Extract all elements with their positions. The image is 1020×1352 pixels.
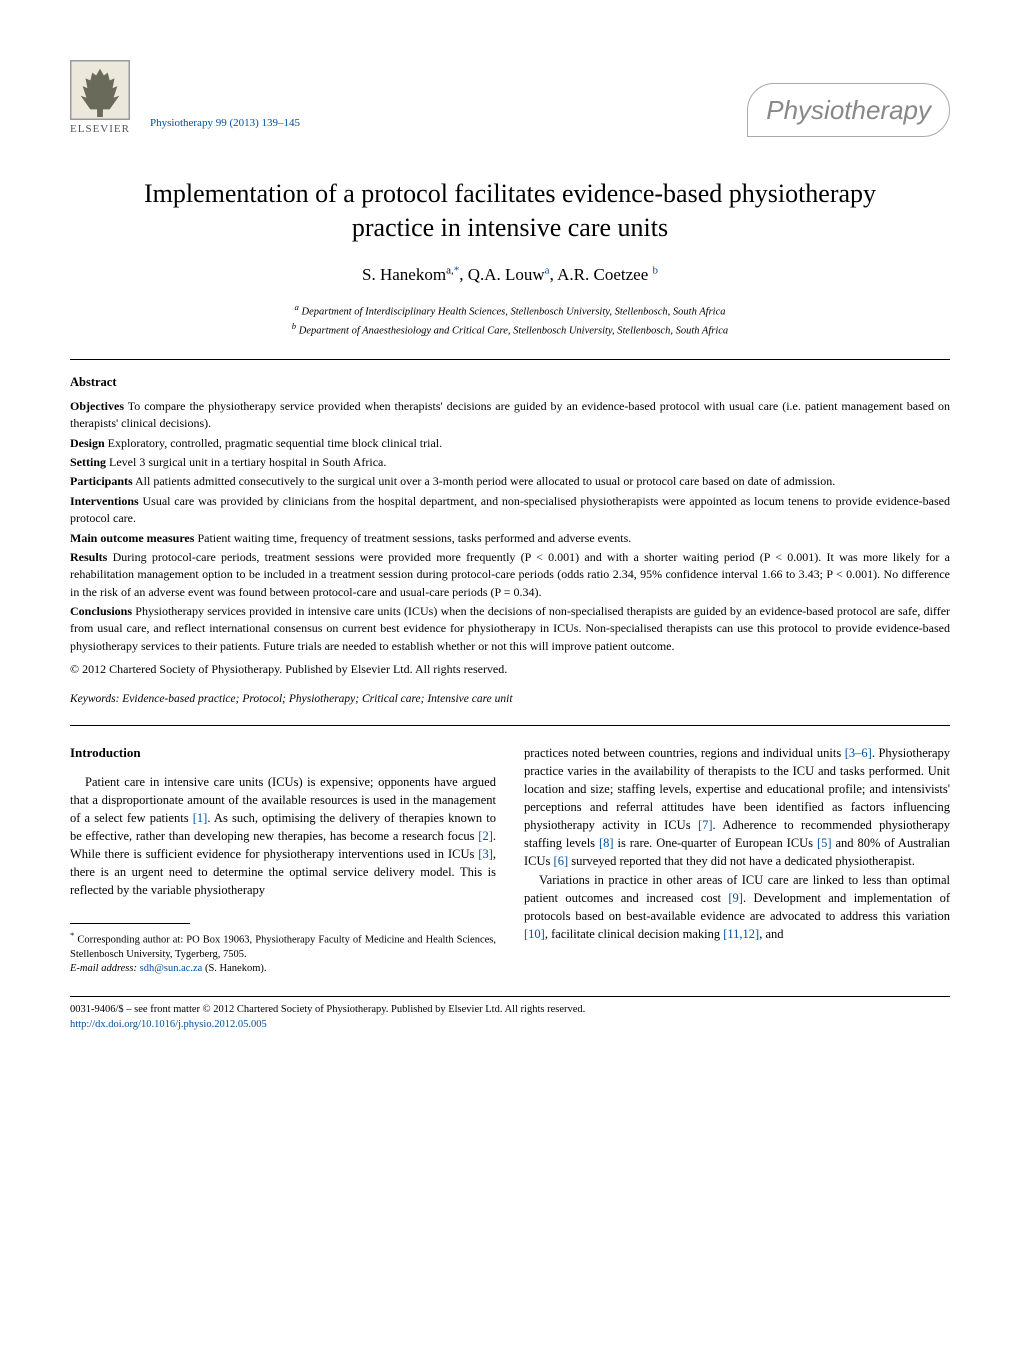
abstract-participants: Participants All patients admitted conse… bbox=[70, 473, 950, 490]
intro-paragraph-3: Variations in practice in other areas of… bbox=[524, 871, 950, 944]
footnote-email[interactable]: sdh@sun.ac.za bbox=[140, 963, 203, 974]
ref-2[interactable]: [2] bbox=[478, 829, 493, 843]
journal-logo: Physiotherapy bbox=[747, 83, 950, 137]
author-2: , Q.A. Louw bbox=[459, 265, 544, 284]
abstract-body: Objectives To compare the physiotherapy … bbox=[70, 398, 950, 679]
setting-label: Setting bbox=[70, 455, 106, 469]
col2-text-1a: practices noted between countries, regio… bbox=[524, 746, 845, 760]
author-1-aff: a, bbox=[446, 264, 454, 276]
interventions-text: Usual care was provided by clinicians fr… bbox=[70, 494, 950, 525]
column-left: Introduction Patient care in intensive c… bbox=[70, 744, 496, 977]
abstract-interventions: Interventions Usual care was provided by… bbox=[70, 493, 950, 528]
ref-11-12[interactable]: [11,12] bbox=[723, 927, 759, 941]
aff-b-text: Department of Anaesthesiology and Critic… bbox=[299, 326, 728, 337]
footnote-email-suffix: (S. Hanekom). bbox=[205, 963, 267, 974]
footnote-rule bbox=[70, 923, 190, 924]
ref-3-6[interactable]: [3–6] bbox=[845, 746, 872, 760]
ref-9[interactable]: [9] bbox=[728, 891, 743, 905]
col2-text-2d: , and bbox=[759, 927, 783, 941]
abstract-results: Results During protocol-care periods, tr… bbox=[70, 549, 950, 601]
objectives-label: Objectives bbox=[70, 399, 124, 413]
bottom-copyright: 0031-9406/$ – see front matter © 2012 Ch… bbox=[70, 1003, 950, 1018]
aff-a-text: Department of Interdisciplinary Health S… bbox=[302, 306, 726, 317]
aff-b-sup: b bbox=[292, 321, 296, 331]
body-columns: Introduction Patient care in intensive c… bbox=[70, 744, 950, 977]
bottom-rule bbox=[70, 996, 950, 997]
keywords-label: Keywords: bbox=[70, 693, 119, 705]
introduction-heading: Introduction bbox=[70, 744, 496, 763]
col2-text-1f: surveyed reported that they did not have… bbox=[568, 854, 915, 868]
publisher-name: ELSEVIER bbox=[70, 122, 130, 137]
interventions-label: Interventions bbox=[70, 494, 139, 508]
ref-1[interactable]: [1] bbox=[193, 811, 208, 825]
aff-a-sup: a bbox=[295, 302, 299, 312]
footnote-text: Corresponding author at: PO Box 19063, P… bbox=[70, 935, 496, 960]
author-1: S. Hanekom bbox=[362, 265, 446, 284]
ref-6[interactable]: [6] bbox=[554, 854, 569, 868]
conclusions-text: Physiotherapy services provided in inten… bbox=[70, 604, 950, 653]
intro-paragraph-2: practices noted between countries, regio… bbox=[524, 744, 950, 871]
keywords-text: Evidence-based practice; Protocol; Physi… bbox=[122, 693, 512, 705]
corresponding-footnote: * Corresponding author at: PO Box 19063,… bbox=[70, 930, 496, 976]
publisher-block: ELSEVIER Physiotherapy 99 (2013) 139–145 bbox=[70, 60, 300, 137]
affiliation-a: a Department of Interdisciplinary Health… bbox=[70, 301, 950, 320]
rule-bottom-abstract bbox=[70, 725, 950, 726]
abstract-conclusions: Conclusions Physiotherapy services provi… bbox=[70, 603, 950, 655]
abstract-heading: Abstract bbox=[70, 374, 950, 392]
elsevier-tree-icon bbox=[70, 60, 130, 120]
abstract-design: Design Exploratory, controlled, pragmati… bbox=[70, 435, 950, 452]
bottom-info: 0031-9406/$ – see front matter © 2012 Ch… bbox=[70, 1003, 950, 1032]
affiliations: a Department of Interdisciplinary Health… bbox=[70, 301, 950, 340]
design-text: Exploratory, controlled, pragmatic seque… bbox=[108, 436, 442, 450]
affiliation-b: b Department of Anaesthesiology and Crit… bbox=[70, 320, 950, 339]
conclusions-label: Conclusions bbox=[70, 604, 132, 618]
results-label: Results bbox=[70, 550, 107, 564]
authors-line: S. Hanekoma,*, Q.A. Louwa, A.R. Coetzee … bbox=[70, 263, 950, 287]
intro-paragraph-1: Patient care in intensive care units (IC… bbox=[70, 773, 496, 900]
author-3-aff[interactable]: b bbox=[652, 264, 658, 276]
column-right: practices noted between countries, regio… bbox=[524, 744, 950, 977]
abstract-setting: Setting Level 3 surgical unit in a terti… bbox=[70, 454, 950, 471]
col2-text-1d: is rare. One-quarter of European ICUs bbox=[614, 836, 817, 850]
measures-text: Patient waiting time, frequency of treat… bbox=[197, 531, 631, 545]
abstract-measures: Main outcome measures Patient waiting ti… bbox=[70, 530, 950, 547]
col2-text-2c: , facilitate clinical decision making bbox=[545, 927, 723, 941]
ref-7[interactable]: [7] bbox=[698, 818, 713, 832]
ref-3[interactable]: [3] bbox=[478, 847, 493, 861]
elsevier-logo: ELSEVIER bbox=[70, 60, 130, 137]
design-label: Design bbox=[70, 436, 105, 450]
doi-link[interactable]: http://dx.doi.org/10.1016/j.physio.2012.… bbox=[70, 1018, 950, 1033]
results-text: During protocol-care periods, treatment … bbox=[70, 550, 950, 599]
journal-reference[interactable]: Physiotherapy 99 (2013) 139–145 bbox=[150, 116, 300, 131]
keywords-line: Keywords: Evidence-based practice; Proto… bbox=[70, 691, 950, 707]
author-3: , A.R. Coetzee bbox=[550, 265, 653, 284]
rule-top bbox=[70, 359, 950, 360]
participants-text: All patients admitted consecutively to t… bbox=[135, 474, 835, 488]
header-row: ELSEVIER Physiotherapy 99 (2013) 139–145… bbox=[70, 60, 950, 137]
ref-8[interactable]: [8] bbox=[599, 836, 614, 850]
article-title: Implementation of a protocol facilitates… bbox=[110, 177, 910, 245]
ref-10[interactable]: [10] bbox=[524, 927, 545, 941]
objectives-text: To compare the physiotherapy service pro… bbox=[70, 399, 950, 430]
abstract-objectives: Objectives To compare the physiotherapy … bbox=[70, 398, 950, 433]
ref-5[interactable]: [5] bbox=[817, 836, 832, 850]
footnote-star: * bbox=[70, 930, 74, 940]
setting-text: Level 3 surgical unit in a tertiary hosp… bbox=[109, 455, 386, 469]
participants-label: Participants bbox=[70, 474, 133, 488]
abstract-copyright: © 2012 Chartered Society of Physiotherap… bbox=[70, 661, 950, 678]
measures-label: Main outcome measures bbox=[70, 531, 194, 545]
footnote-email-label: E-mail address: bbox=[70, 963, 137, 974]
